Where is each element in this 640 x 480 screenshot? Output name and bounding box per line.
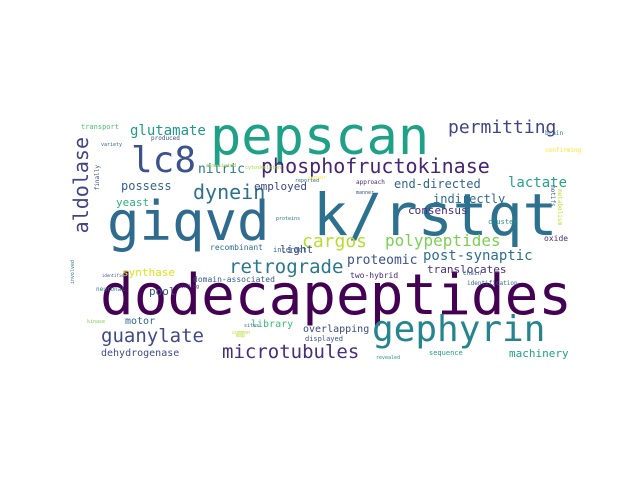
cloud-word-associated: associated bbox=[206, 163, 237, 169]
cloud-word-map: map bbox=[236, 333, 246, 339]
cloud-word-yeast: yeast bbox=[116, 196, 150, 209]
cloud-word-motifs: motifs bbox=[549, 185, 556, 207]
cloud-word-dodecapeptides: dodecapeptides bbox=[100, 263, 573, 328]
cloud-word-translocates: translocates bbox=[427, 263, 507, 276]
cloud-word-cytoskeleton: cytoskeleton bbox=[245, 165, 282, 171]
cloud-word-identified: identified bbox=[102, 273, 127, 278]
cloud-word-glutamate: glutamate bbox=[130, 123, 206, 139]
cloud-word-permitting: permitting bbox=[448, 117, 557, 138]
cloud-word-kinase: kinase bbox=[87, 319, 106, 325]
cloud-word-sensor: sensor bbox=[308, 175, 327, 181]
cloud-word-dynein: dynein bbox=[193, 180, 266, 204]
cloud-word-identification: identification bbox=[467, 280, 518, 287]
cloud-word-employed: employed bbox=[254, 180, 307, 193]
cloud-word-approach: approach bbox=[356, 179, 385, 186]
cloud-word-metabolism: metabolism bbox=[556, 189, 563, 226]
cloud-word-confirming: confirming bbox=[545, 147, 582, 154]
cloud-word-sequence: sequence bbox=[429, 349, 463, 357]
cloud-word-produced: produced bbox=[151, 135, 180, 142]
cloud-word-proteins: proteins bbox=[276, 216, 301, 222]
cloud-word-light: light bbox=[280, 243, 314, 256]
cloud-word-consensus: consensus bbox=[408, 204, 468, 217]
cloud-word-chain: chain bbox=[463, 270, 482, 277]
cloud-word-possess: possess bbox=[121, 179, 172, 193]
cloud-word-neuronal: neuronal bbox=[96, 286, 125, 293]
cloud-word-lc8: lc8 bbox=[131, 140, 197, 181]
cloud-word-common: common bbox=[232, 330, 251, 336]
cloud-word-machinery: machinery bbox=[509, 347, 569, 360]
cloud-word-pepscan: pepscan bbox=[210, 107, 430, 167]
cloud-word-end-directed: end-directed bbox=[394, 177, 481, 191]
cloud-word-aldolase: aldolase bbox=[69, 137, 93, 234]
cloud-word-pool: pool bbox=[149, 285, 176, 298]
cloud-word-brain: brain bbox=[545, 130, 564, 137]
cloud-word-synthase: synthase bbox=[122, 266, 175, 279]
cloud-word-manner: manner bbox=[356, 190, 375, 196]
cloud-word-giqvd: giqvd bbox=[107, 190, 270, 253]
cloud-word-proteomic: proteomic bbox=[347, 253, 418, 268]
cloud-word-involved: involved bbox=[70, 260, 76, 285]
cloud-word-k-rstqt: k/rstqt bbox=[313, 181, 558, 249]
cloud-word-retrograde: retrograde bbox=[229, 256, 344, 278]
cloud-word-overlapping: overlapping bbox=[303, 324, 370, 335]
cloud-word-phosphofructokinase: phosphofructokinase bbox=[261, 154, 490, 178]
cloud-word-sites: sites bbox=[244, 323, 260, 329]
cloud-word-binding: binding bbox=[178, 284, 200, 290]
cloud-word-nitric: nitric bbox=[198, 162, 245, 177]
cloud-word-microtubules: microtubules bbox=[222, 341, 360, 363]
cloud-word-recombinant: recombinant bbox=[210, 243, 263, 252]
cloud-word-revealed: revealed bbox=[376, 355, 401, 361]
cloud-word-gephyrin: gephyrin bbox=[372, 309, 546, 350]
cloud-word-lactate: lactate bbox=[508, 175, 568, 191]
cloud-word-library: library bbox=[251, 319, 294, 330]
cloud-word-oxide: oxide bbox=[544, 234, 569, 243]
cloud-word-motor: motor bbox=[125, 316, 156, 327]
cloud-word-cargos: cargos bbox=[302, 231, 368, 252]
cloud-word-finally: finally bbox=[94, 165, 101, 191]
cloud-word-reported: reported bbox=[295, 178, 320, 184]
cloud-word-dehydrogenase: dehydrogenase bbox=[101, 348, 180, 359]
cloud-word-displayed: displayed bbox=[305, 335, 343, 343]
cloud-word-polypeptides: polypeptides bbox=[385, 231, 501, 250]
cloud-word-post-synaptic: post-synaptic bbox=[423, 248, 533, 264]
cloud-word-domain-associated: domain-associated bbox=[193, 275, 275, 284]
cloud-word-interact: interact bbox=[273, 246, 307, 254]
cloud-word-guanylate: guanylate bbox=[101, 325, 204, 347]
cloud-word-transport: transport bbox=[81, 123, 119, 131]
cloud-word-indirectly: indirectly bbox=[433, 192, 506, 206]
cloud-word-two-hybrid: two-hybrid bbox=[350, 271, 399, 280]
cloud-word-variety: variety bbox=[101, 142, 123, 148]
cloud-word-cluster: cluster bbox=[488, 218, 518, 226]
